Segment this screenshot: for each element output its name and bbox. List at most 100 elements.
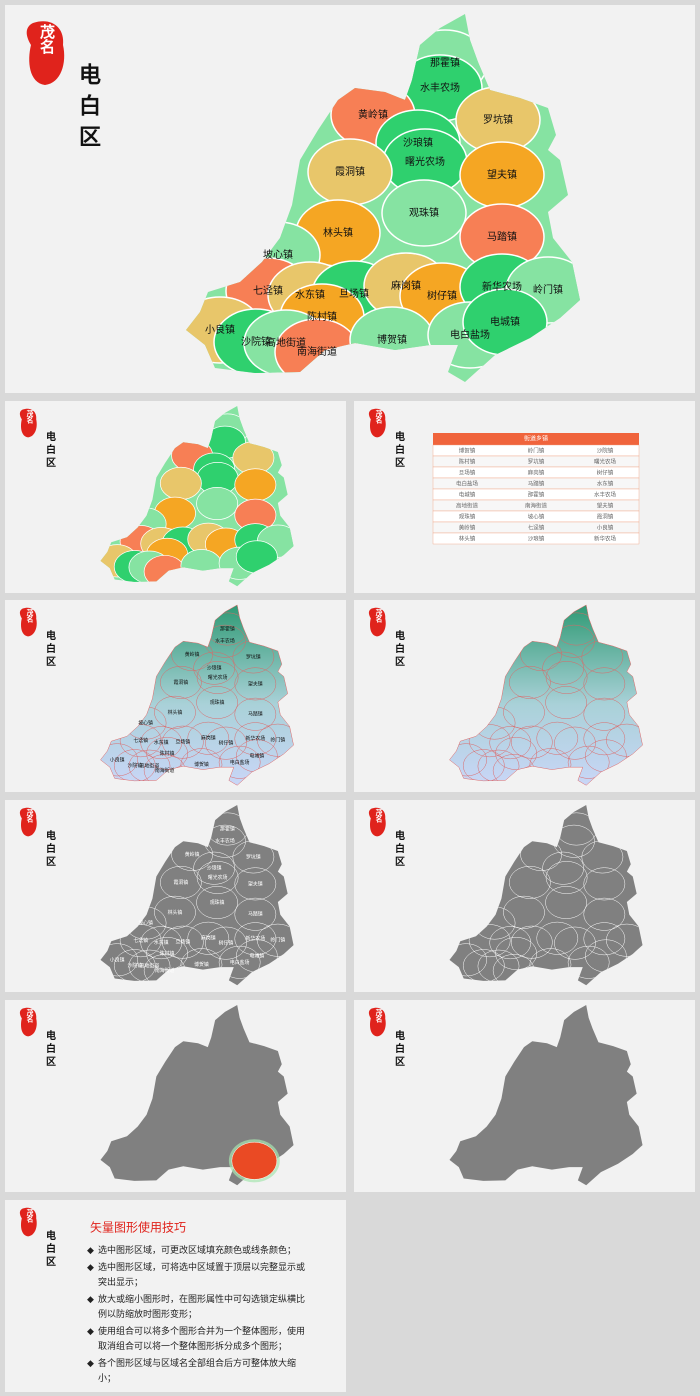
- town-region: [545, 886, 587, 919]
- town-region: [161, 925, 204, 959]
- town-label: 马踏镇: [487, 230, 517, 243]
- town-label: 高地街道: [140, 763, 160, 770]
- logo-blob: [368, 408, 386, 438]
- map-outline: [100, 804, 294, 986]
- logo-blob: [368, 607, 386, 637]
- town-label: 水丰农场: [215, 838, 235, 845]
- town-label: 高地街道: [266, 336, 306, 349]
- town-label: 望夫镇: [248, 880, 263, 887]
- town-label: 那霍镇: [220, 825, 235, 832]
- brand: 茂名: [25, 1208, 34, 1224]
- district-title: 电白区: [44, 1029, 56, 1069]
- town-label: 沙琅镇: [207, 865, 222, 872]
- town-region: [583, 897, 626, 931]
- town-label: 罗坑镇: [483, 113, 513, 126]
- town-region: [536, 721, 579, 755]
- town-region: [119, 724, 162, 758]
- table-cell: 曙光农场: [594, 458, 617, 466]
- town-label: 七迳镇: [253, 284, 283, 297]
- map: [449, 804, 643, 986]
- brand: 茂名: [374, 409, 383, 425]
- town-region: [196, 861, 239, 894]
- table-cell: 旦场镇: [459, 469, 476, 477]
- town-label: 水东镇: [295, 288, 325, 301]
- table-cell: 沙琅镇: [528, 535, 545, 543]
- town-label: 岭门镇: [271, 737, 286, 744]
- town-label: 坡心镇: [263, 248, 293, 261]
- town-label: 水丰农场: [420, 81, 460, 94]
- table-cell: 七迳镇: [528, 524, 545, 532]
- town-label: 那霍镇: [220, 625, 235, 632]
- town-label: 曙光农场: [405, 155, 445, 168]
- table-cell: 马踏镇: [528, 480, 545, 488]
- town-label: 罗坑镇: [246, 653, 261, 660]
- town-label: 树仔镇: [219, 940, 234, 947]
- town-label: 南海街道: [155, 967, 175, 974]
- logo-blob: [368, 807, 386, 837]
- tip-item: 选中图形区域，可更改区域填充颜色或线条颜色；: [87, 1244, 312, 1259]
- town-label: 水东镇: [154, 939, 169, 946]
- town-region: [495, 937, 537, 970]
- map: [100, 405, 294, 587]
- town-region: [146, 937, 188, 970]
- town-region: [119, 924, 162, 958]
- town-label: 林头镇: [168, 709, 183, 716]
- town-label: 麻岗镇: [201, 935, 216, 942]
- logo: 茂名: [19, 807, 37, 837]
- town-label: 电白盐场: [450, 328, 490, 341]
- town-region: [218, 945, 261, 979]
- town-label: 沙院镇: [127, 762, 142, 769]
- map: [449, 604, 643, 786]
- town-region: [154, 695, 196, 729]
- town-label: 曙光农场: [208, 674, 228, 681]
- town-region: [583, 922, 626, 956]
- town-region: [257, 923, 294, 957]
- town-label: 坡心镇: [138, 920, 153, 927]
- town-region: [509, 665, 551, 699]
- district-title: 电白区: [44, 1229, 56, 1269]
- town-label: 望夫镇: [487, 168, 517, 181]
- town-region: [161, 725, 204, 759]
- town-label: 罗坑镇: [246, 853, 261, 860]
- regions: [186, 29, 580, 382]
- town-label: 黄岭镇: [358, 108, 388, 121]
- town-region: [154, 895, 196, 929]
- town-label: 陈村镇: [307, 310, 337, 323]
- town-region: [567, 745, 610, 779]
- brand: 茂名: [25, 409, 34, 425]
- tips-box: 选中图形区域，可更改区域填充颜色或线条颜色； 选中图形区域，可将选中区域置于顶层以…: [87, 1244, 312, 1389]
- town-region: [495, 737, 537, 770]
- town-label: 博贺镇: [194, 761, 209, 768]
- town-label: 小良镇: [110, 756, 125, 763]
- town-label: 小良镇: [205, 323, 235, 336]
- map-outline: [449, 804, 643, 986]
- town-label: 霞洞镇: [174, 879, 189, 886]
- table-cell: 黄岭镇: [459, 524, 476, 532]
- brand: 茂名: [38, 23, 56, 55]
- town-region: [146, 737, 188, 770]
- town-region: [510, 725, 553, 759]
- town-region: [257, 723, 294, 757]
- town-region: [140, 726, 183, 760]
- logo-blob: [26, 21, 65, 85]
- town-label: 黄岭镇: [185, 651, 200, 658]
- town-region: [583, 722, 626, 756]
- table-header: 街道乡镇: [524, 435, 548, 443]
- town-region: [234, 867, 277, 901]
- town-label: 电白盐场: [230, 959, 250, 966]
- town-label: 岭门镇: [271, 937, 286, 944]
- brand: 茂名: [25, 608, 34, 624]
- town-label: 旦场镇: [175, 939, 190, 946]
- town-label: 陈村镇: [160, 950, 175, 957]
- town-label: 马踏镇: [248, 911, 263, 918]
- town-region: [196, 661, 239, 694]
- town-region: [489, 926, 532, 960]
- district-title: 电白区: [393, 1029, 405, 1069]
